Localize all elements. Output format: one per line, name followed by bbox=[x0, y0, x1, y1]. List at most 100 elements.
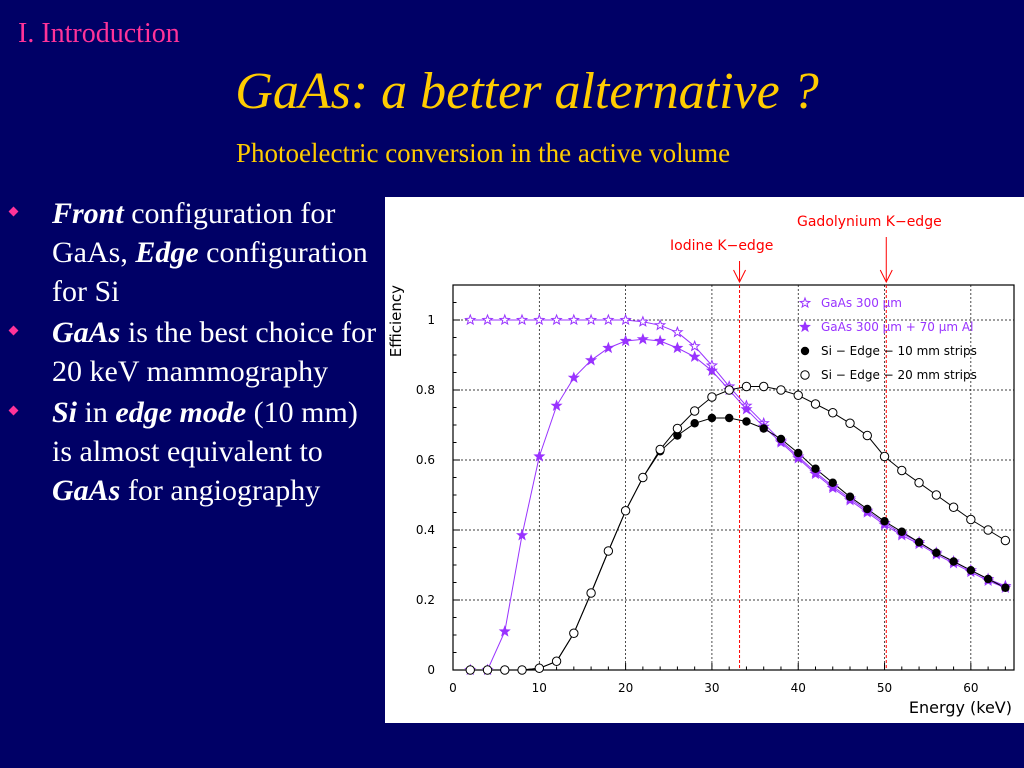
data-point bbox=[602, 341, 615, 354]
data-point bbox=[500, 665, 510, 675]
data-point bbox=[533, 313, 546, 326]
x-tick-label: 60 bbox=[963, 681, 978, 695]
bullet-list: Front configuration for GaAs, Edge confi… bbox=[8, 194, 380, 512]
data-point bbox=[602, 313, 615, 326]
data-point bbox=[759, 381, 769, 392]
data-point bbox=[949, 557, 958, 566]
y-tick-label: 0.2 bbox=[416, 593, 435, 607]
data-point bbox=[897, 527, 906, 536]
data-point bbox=[498, 313, 511, 326]
data-point bbox=[482, 665, 493, 675]
y-tick-label: 0.6 bbox=[416, 453, 435, 467]
data-point bbox=[792, 451, 805, 464]
data-point bbox=[620, 506, 631, 516]
section-label: I. Introduction bbox=[18, 18, 180, 49]
data-point bbox=[636, 315, 649, 327]
data-point bbox=[932, 548, 941, 557]
bullet-marker-icon bbox=[8, 405, 19, 416]
bullet-text: edge mode bbox=[115, 396, 247, 429]
data-point bbox=[517, 665, 527, 675]
data-point bbox=[569, 628, 579, 638]
x-tick-label: 20 bbox=[618, 681, 633, 695]
data-point bbox=[794, 448, 803, 458]
data-point bbox=[567, 313, 580, 326]
bullet-item: Front configuration for GaAs, Edge confi… bbox=[8, 194, 380, 311]
data-point bbox=[931, 490, 942, 500]
data-point bbox=[534, 663, 545, 673]
data-point bbox=[690, 419, 699, 428]
data-point bbox=[481, 313, 494, 326]
bullet-text: Edge bbox=[135, 236, 199, 269]
slide-subtitle: Photoelectric conversion in the active v… bbox=[236, 138, 731, 168]
data-point bbox=[759, 424, 768, 433]
data-point bbox=[828, 408, 838, 418]
data-point bbox=[914, 538, 924, 547]
data-point bbox=[793, 390, 803, 400]
legend-marker bbox=[800, 346, 810, 356]
k-edge-label: Gadolynium K−edge bbox=[797, 214, 942, 230]
data-point bbox=[689, 406, 700, 416]
series-line bbox=[470, 386, 1006, 671]
data-point bbox=[724, 413, 734, 423]
data-point bbox=[776, 434, 786, 444]
data-point bbox=[671, 341, 684, 354]
data-point bbox=[862, 430, 872, 441]
data-point bbox=[966, 566, 976, 575]
data-point bbox=[550, 399, 563, 411]
data-point bbox=[983, 574, 993, 584]
data-point bbox=[724, 385, 734, 395]
data-point bbox=[603, 546, 614, 556]
data-point bbox=[845, 418, 855, 428]
data-point bbox=[584, 353, 598, 366]
y-axis-label: Efficiency bbox=[387, 285, 405, 357]
data-point bbox=[897, 465, 907, 476]
chart-panel: 0 10 20 30 40 50 60 0 0.2 0.4 0.6 0.8 1 Energy (keV) E… bbox=[385, 197, 1024, 723]
data-point bbox=[551, 656, 562, 666]
data-point bbox=[983, 525, 993, 535]
x-tick-label: 30 bbox=[704, 681, 719, 695]
y-tick-label: 0.4 bbox=[416, 523, 435, 537]
data-point bbox=[707, 413, 717, 423]
data-point bbox=[1001, 583, 1010, 592]
series-line bbox=[470, 417, 1006, 671]
data-point bbox=[550, 313, 563, 326]
slide-title: GaAs: a better alternative ? bbox=[235, 63, 819, 120]
data-point bbox=[879, 451, 890, 462]
series-line bbox=[470, 338, 1006, 671]
legend-entry: Si − Edge − 10 mm strips bbox=[821, 344, 977, 358]
data-point bbox=[636, 332, 649, 345]
data-point bbox=[826, 481, 839, 494]
data-point bbox=[688, 350, 701, 362]
data-point bbox=[619, 334, 632, 347]
legend-marker bbox=[798, 296, 812, 309]
data-point bbox=[638, 472, 648, 483]
y-tick-label: 0 bbox=[427, 663, 435, 677]
data-point bbox=[515, 528, 529, 541]
data-point bbox=[740, 402, 753, 415]
data-point bbox=[863, 504, 872, 514]
bullet-text: Front bbox=[52, 197, 124, 230]
data-point bbox=[465, 665, 475, 675]
data-point bbox=[498, 625, 511, 637]
bullet-marker-icon bbox=[8, 325, 19, 336]
x-tick-label: 50 bbox=[877, 681, 892, 695]
legend-entry: Si − Edge − 20 mm strips bbox=[821, 368, 977, 382]
data-point bbox=[672, 423, 683, 434]
data-point bbox=[776, 385, 786, 395]
bullet-item: Si in edge mode (10 mm) is almost equiva… bbox=[8, 393, 380, 510]
bullet-item: GaAs is the best choice for 20 keV mammo… bbox=[8, 313, 380, 391]
bullet-text: GaAs bbox=[52, 474, 121, 507]
data-point bbox=[654, 318, 667, 331]
data-point bbox=[705, 364, 719, 376]
data-point bbox=[464, 313, 477, 326]
plot-frame bbox=[452, 284, 1015, 671]
data-point bbox=[880, 517, 889, 526]
data-point bbox=[515, 313, 529, 326]
bullet-text: in bbox=[77, 396, 116, 429]
data-point bbox=[707, 392, 717, 402]
data-point bbox=[810, 399, 821, 409]
data-point bbox=[673, 431, 682, 440]
data-point bbox=[688, 339, 701, 352]
k-edge-label: Iodine K−edge bbox=[670, 238, 773, 254]
data-point bbox=[966, 514, 976, 525]
